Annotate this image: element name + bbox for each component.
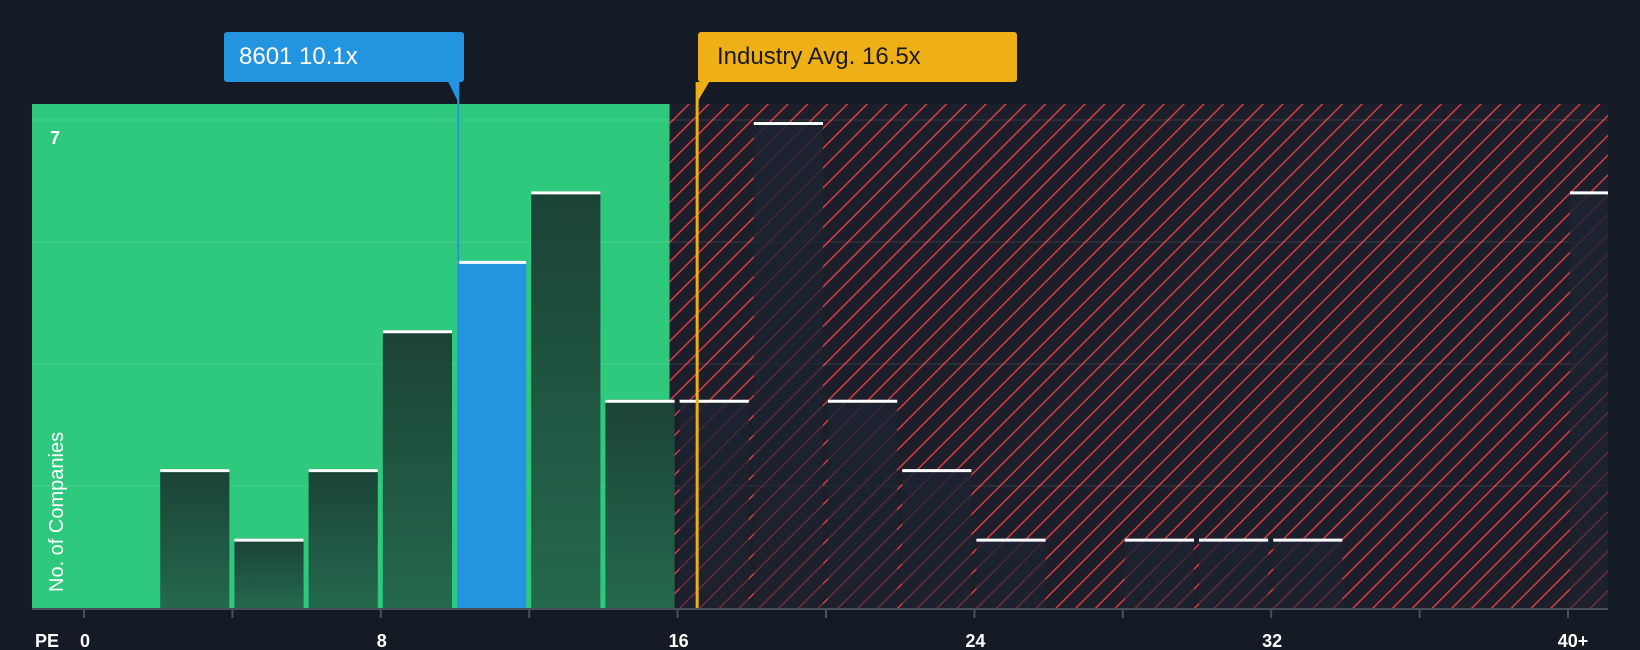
histogram-bar [1124, 538, 1194, 608]
x-tick-label: 24 [965, 631, 985, 650]
company-pe-callout: 8601 10.1x [224, 32, 464, 82]
histogram-bar [902, 469, 972, 608]
histogram-bar [531, 191, 601, 608]
x-tick-label: 32 [1262, 631, 1282, 650]
x-tick-label: 40+ [1558, 631, 1589, 650]
histogram-bar [753, 122, 823, 608]
x-tick-label: 0 [80, 631, 90, 650]
histogram-bar [828, 399, 898, 608]
y-axis-label: No. of Companies [46, 432, 68, 592]
overvalued-zone [669, 104, 1608, 608]
histogram-bar [1199, 538, 1269, 608]
histogram-bar [234, 538, 304, 608]
x-tick-label: 16 [669, 631, 689, 650]
industry-avg-callout: Industry Avg. 16.5x [698, 32, 1017, 82]
company-pe-label: 8601 10.1x [239, 43, 358, 70]
histogram-bar [605, 399, 675, 608]
industry-avg-label: Industry Avg. 16.5x [717, 43, 921, 70]
bars [160, 122, 1608, 608]
x-ticks: 0 8 16 24 32 40+ [80, 609, 1588, 650]
y-tick-max-label: 7 [50, 128, 60, 148]
histogram-bar [457, 260, 527, 608]
x-axis-label: PE [35, 631, 59, 650]
industry-callout-pointer [696, 82, 710, 104]
histogram-bar [976, 538, 1046, 608]
histogram-bar [160, 469, 230, 608]
histogram-bar [1570, 191, 1608, 608]
company-callout-pointer [448, 82, 460, 104]
histogram-bar [679, 399, 749, 608]
x-tick-label: 8 [377, 631, 387, 650]
histogram-bar [1273, 538, 1343, 608]
histogram-bar [308, 469, 378, 608]
histogram-bar [382, 330, 452, 608]
